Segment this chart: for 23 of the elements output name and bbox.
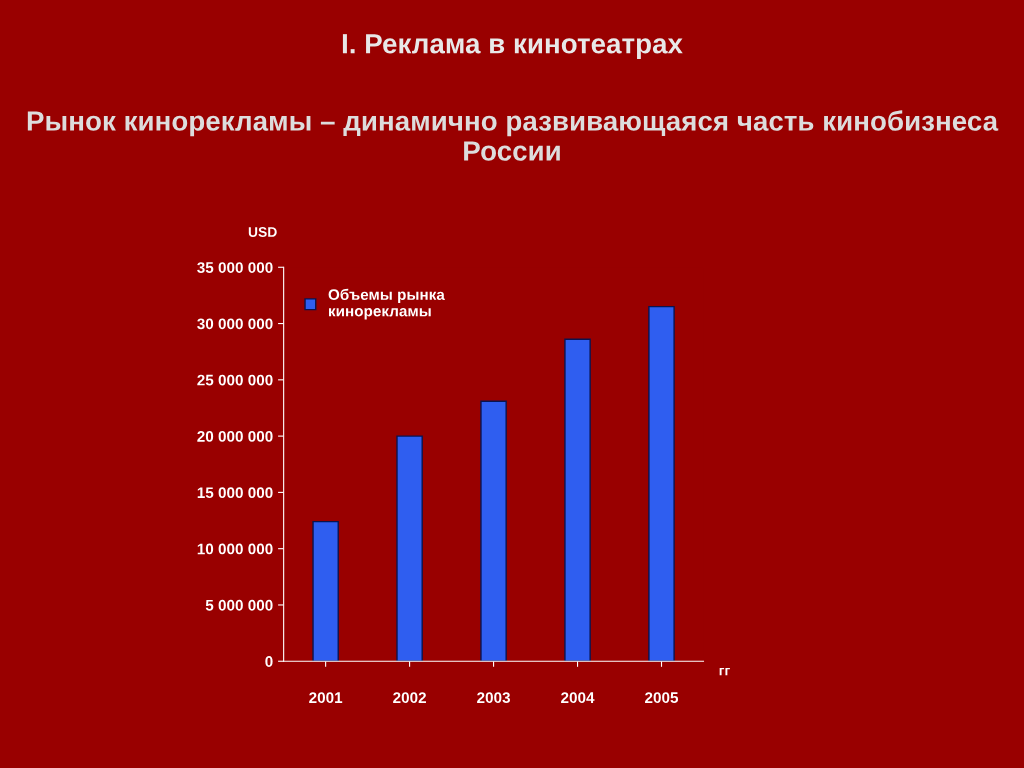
x-tick-label: 2004 (561, 692, 595, 704)
chart-title: I. Реклама в кинотеатрах (342, 34, 683, 60)
y-axis-title: USD (248, 227, 277, 237)
y-tick-label: 35 000 000 (197, 262, 273, 273)
legend-label: Объемы рынка кинорекламы (328, 288, 445, 320)
y-tick-label: 10 000 000 (197, 543, 273, 555)
x-tick-label: 2005 (645, 692, 679, 704)
y-tick-label: 25 000 000 (197, 374, 273, 386)
y-tick-label: 15 000 000 (197, 487, 273, 499)
x-axis-title: гг (719, 667, 730, 676)
bar (396, 435, 423, 662)
bar (312, 520, 339, 662)
y-tick-label: 20 000 000 (197, 430, 273, 442)
bar (564, 338, 591, 662)
x-tick-label: 2003 (477, 692, 511, 704)
x-tick-label: 2001 (309, 692, 343, 704)
y-tick-label: 5 000 000 (205, 599, 273, 611)
x-tick-label: 2002 (393, 692, 426, 704)
y-tick-label: 0 (265, 656, 273, 667)
bar (648, 305, 675, 662)
bar (480, 400, 507, 662)
chart-subtitle: Рынок кинорекламы – динамично развивающаяся часть кинобизнеса России (27, 110, 999, 161)
y-tick-label: 30 000 000 (197, 318, 273, 330)
